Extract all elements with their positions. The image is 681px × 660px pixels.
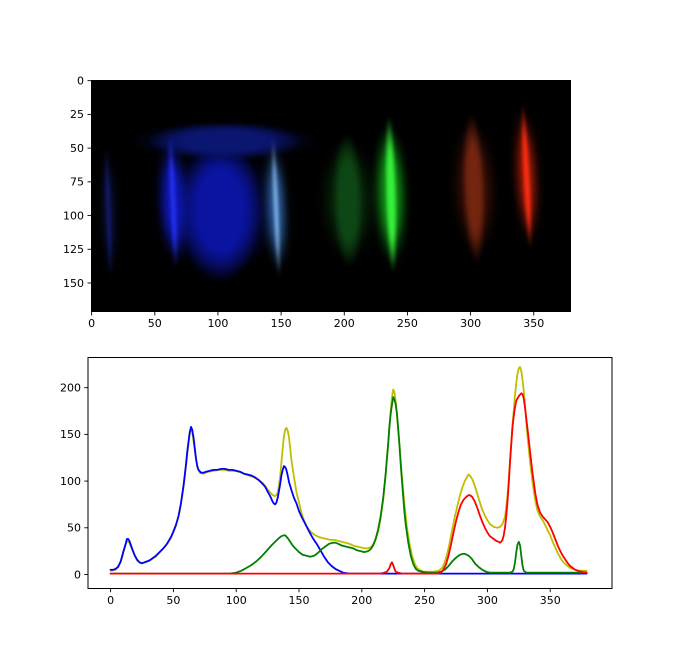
top-xtick-label: 150 xyxy=(271,317,292,330)
top-ytick-label: 125 xyxy=(63,243,84,256)
bottom-ytick-label: 50 xyxy=(67,522,81,535)
series-green-channel xyxy=(109,396,588,575)
bottom-xtick-label: 0 xyxy=(107,594,114,607)
top-ytick-label: 0 xyxy=(77,74,84,87)
top-ytick-label: 50 xyxy=(70,142,84,155)
bottom-ytick-label: 150 xyxy=(60,428,81,441)
bottom-ytick-label: 100 xyxy=(60,475,81,488)
top-xtick-label: 0 xyxy=(88,317,95,330)
bottom-xtick-label: 350 xyxy=(540,594,561,607)
bottom-ytick-label: 200 xyxy=(60,381,81,394)
bottom-xtick-label: 50 xyxy=(166,594,180,607)
top-xtick-label: 100 xyxy=(207,317,228,330)
line-plot xyxy=(84,357,613,593)
series-luminance xyxy=(109,366,588,573)
top-ytick-label: 25 xyxy=(70,108,84,121)
top-ytick-label: 100 xyxy=(63,209,84,222)
top-ytick-label: 150 xyxy=(63,277,84,290)
top-ytick-label: 75 xyxy=(70,176,84,189)
top-xtick-label: 350 xyxy=(523,317,544,330)
bottom-xtick-label: 100 xyxy=(226,594,247,607)
bottom-xtick-label: 250 xyxy=(414,594,435,607)
top-xtick-label: 300 xyxy=(460,317,481,330)
top-xtick-label: 200 xyxy=(334,317,355,330)
bottom-xtick-label: 300 xyxy=(477,594,498,607)
bottom-ytick-label: 0 xyxy=(74,568,81,581)
spectrum-image-ticks xyxy=(87,80,535,316)
bottom-axes-frame xyxy=(87,357,613,589)
top-xtick-label: 50 xyxy=(148,317,162,330)
bottom-xtick-label: 150 xyxy=(289,594,310,607)
series-red-channel xyxy=(109,392,588,575)
top-xtick-label: 250 xyxy=(397,317,418,330)
series-blue-channel xyxy=(109,425,588,575)
bottom-xtick-label: 200 xyxy=(351,594,372,607)
